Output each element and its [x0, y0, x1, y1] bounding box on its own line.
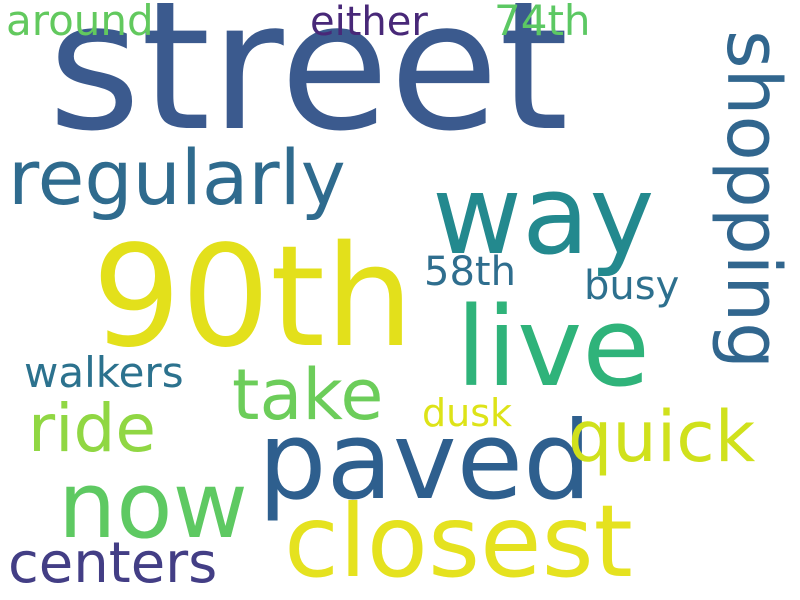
word-street: street: [48, 0, 569, 170]
word-quick: quick: [568, 396, 756, 478]
word-busy: busy: [584, 263, 680, 309]
word-74th: 74th: [494, 0, 591, 45]
word-regularly: regularly: [8, 133, 346, 222]
word-live: live: [456, 283, 650, 411]
word-centers: centers: [8, 531, 218, 596]
word-walkers: walkers: [24, 348, 184, 397]
word-either: either: [310, 0, 428, 45]
word-around: around: [6, 0, 154, 45]
word-58th: 58th: [424, 249, 516, 295]
word-paved: paved: [258, 399, 592, 524]
word-90th: 90th: [92, 216, 414, 379]
word-closest: closest: [284, 483, 633, 600]
word-ride: ride: [28, 390, 156, 467]
word-take: take: [232, 354, 384, 436]
word-now: now: [58, 452, 248, 559]
word-dusk: dusk: [422, 391, 513, 435]
word-way: way: [432, 151, 655, 279]
word-shopping: shopping: [710, 30, 796, 370]
